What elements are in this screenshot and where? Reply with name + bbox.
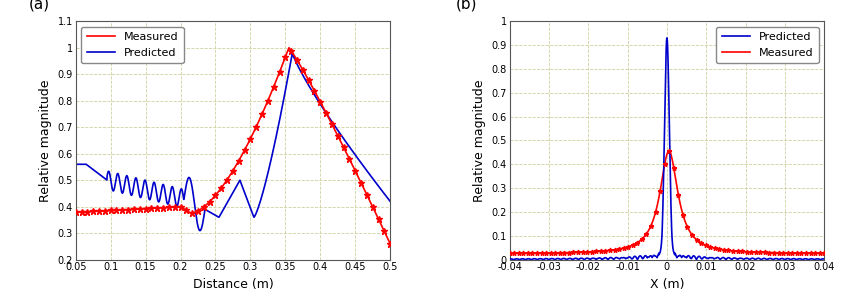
Predicted [236, 182, 246, 185]
Predicted [288, 51, 298, 55]
Measured [71, 210, 81, 214]
Predicted [637, 256, 647, 259]
Predicted [177, 187, 187, 191]
Predicted [733, 257, 743, 261]
Predicted [662, 36, 672, 40]
Predicted [124, 181, 134, 184]
Predicted [71, 162, 81, 166]
Line: Measured: Measured [76, 48, 390, 244]
Measured [177, 206, 187, 209]
Measured [113, 208, 123, 212]
Predicted [505, 257, 515, 261]
Predicted [385, 200, 395, 203]
Measured [207, 197, 217, 201]
X-axis label: Distance (m): Distance (m) [193, 278, 273, 291]
Predicted [113, 172, 123, 175]
Predicted [794, 257, 804, 261]
Measured [637, 237, 647, 241]
Predicted [195, 229, 205, 233]
Predicted [654, 253, 664, 256]
Measured [505, 252, 515, 255]
Predicted [207, 212, 217, 215]
Measured [242, 143, 252, 146]
Measured [810, 251, 820, 255]
Measured [733, 249, 743, 253]
Line: Predicted: Predicted [76, 53, 390, 231]
Predicted [515, 258, 525, 262]
Legend: Predicted, Measured: Predicted, Measured [717, 27, 818, 63]
X-axis label: X (m): X (m) [650, 278, 685, 291]
Predicted [243, 199, 253, 203]
Predicted [819, 257, 829, 261]
Measured [819, 252, 829, 255]
Predicted [810, 258, 820, 261]
Measured [385, 242, 395, 246]
Measured [654, 195, 664, 198]
Text: (a): (a) [29, 0, 50, 11]
Measured [639, 235, 649, 238]
Line: Predicted: Predicted [510, 38, 824, 260]
Text: (b): (b) [456, 0, 478, 11]
Legend: Measured, Predicted: Measured, Predicted [82, 27, 183, 63]
Measured [284, 46, 294, 50]
Measured [124, 208, 134, 211]
Predicted [639, 255, 649, 258]
Measured [664, 149, 674, 153]
Y-axis label: Relative magnitude: Relative magnitude [473, 79, 486, 202]
Y-axis label: Relative magnitude: Relative magnitude [39, 79, 52, 202]
Line: Measured: Measured [510, 151, 824, 253]
Measured [235, 155, 246, 159]
Measured [794, 251, 804, 255]
